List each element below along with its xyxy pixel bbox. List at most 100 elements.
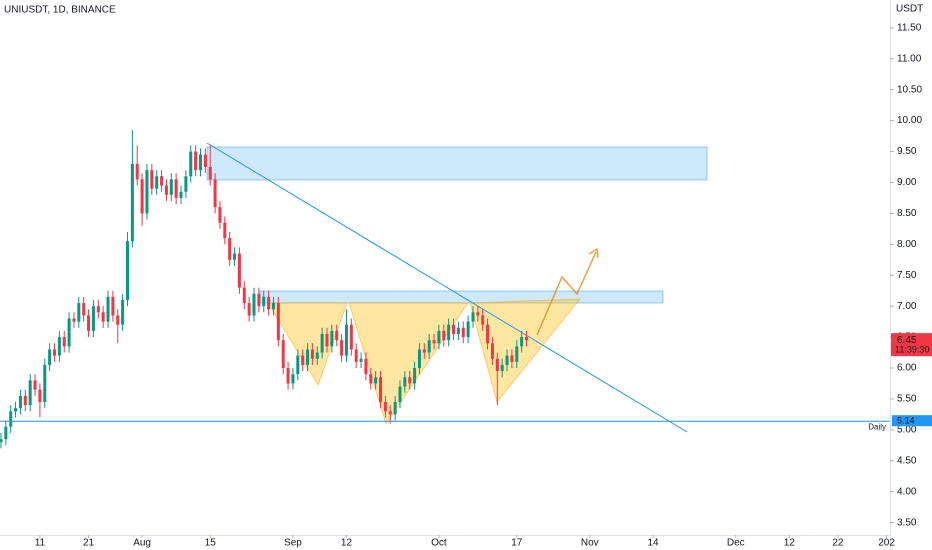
candle-body — [233, 253, 237, 260]
candle-body — [77, 303, 81, 322]
y-tick-label: 3.50 — [897, 517, 917, 528]
candle-body — [28, 380, 32, 406]
y-tick-label: 8.00 — [897, 239, 917, 250]
candle-body — [160, 176, 164, 186]
candle-body — [291, 374, 295, 384]
x-tick-label: 12 — [784, 538, 796, 549]
chart-title: UNIUSDT, 1D, BINANCE — [4, 5, 116, 16]
candle-body — [296, 355, 300, 375]
y-tick-label: 6.00 — [897, 363, 917, 374]
candle-body — [271, 303, 275, 310]
candle-body — [121, 299, 125, 325]
candle-body — [213, 179, 217, 208]
candle-body — [208, 166, 212, 180]
candle-body — [150, 170, 154, 189]
candle-body — [43, 364, 47, 403]
level-name: Daily — [868, 422, 886, 431]
candle-body — [38, 389, 42, 403]
x-tick-label: Oct — [431, 538, 447, 549]
candle-body — [184, 176, 188, 192]
candle-body — [57, 337, 61, 356]
candle-body — [14, 408, 18, 412]
candle-body — [257, 293, 261, 307]
y-tick-label: 10.00 — [897, 115, 922, 126]
trend-line — [206, 142, 688, 433]
last-price-tag — [891, 333, 932, 357]
candle-body — [481, 315, 485, 325]
candle-body — [286, 368, 290, 384]
candle-body — [169, 179, 173, 195]
y-tick-label: 7.00 — [897, 301, 917, 312]
candle-body — [359, 358, 363, 362]
candle-body — [476, 312, 480, 316]
candle-body — [330, 330, 334, 347]
candle-body — [408, 377, 412, 384]
candle-body — [125, 241, 129, 300]
candle-body — [520, 337, 524, 347]
y-tick-label: 4.50 — [897, 455, 917, 466]
candle-body — [174, 179, 178, 198]
candle-body — [301, 355, 305, 365]
candle-body — [471, 312, 475, 322]
y-tick-label: 11.00 — [897, 53, 922, 64]
level-tag — [892, 415, 932, 427]
candle-body — [179, 191, 183, 198]
x-tick-label: Sep — [284, 538, 302, 549]
candle-body — [417, 349, 421, 369]
candle-body — [413, 368, 417, 384]
x-tick-label: Aug — [133, 538, 151, 549]
candle-body — [228, 238, 232, 260]
candle-body — [23, 395, 27, 406]
candle-body — [130, 163, 134, 242]
candle-body — [140, 179, 144, 214]
candle-body — [340, 340, 344, 356]
x-tick-label: 15 — [205, 538, 217, 549]
candle-body — [393, 402, 397, 415]
candle-body — [398, 386, 402, 403]
candle-body — [349, 324, 353, 350]
candle-body — [33, 380, 37, 390]
candle-body — [164, 185, 168, 195]
candle-body — [96, 306, 100, 313]
y-tick-label: 8.50 — [897, 208, 917, 219]
candle-body — [442, 330, 446, 341]
y-tick-label: 7.50 — [897, 270, 917, 281]
candle-body — [194, 151, 198, 171]
candle-body — [4, 426, 8, 440]
candle-body — [422, 349, 426, 353]
candle-body — [155, 176, 159, 189]
candle-body — [101, 312, 105, 322]
candle-body — [447, 324, 451, 341]
candle-body — [461, 327, 465, 338]
candle-body — [354, 349, 358, 362]
projection-arrow — [536, 251, 597, 336]
last-price-label: 6.45 — [897, 335, 917, 346]
x-tick-label: 14 — [647, 538, 659, 549]
y-tick-label: 11.50 — [897, 22, 922, 33]
candle-body — [388, 411, 392, 415]
y-tick-label: 9.50 — [897, 146, 917, 157]
candle-body — [189, 151, 193, 177]
candle-body — [325, 333, 329, 347]
candle-body — [62, 337, 66, 347]
candle-body — [344, 324, 348, 356]
x-tick-label: 12 — [341, 538, 353, 549]
candle-body — [67, 318, 71, 347]
x-tick-label: Dec — [727, 538, 745, 549]
arrow-head — [588, 247, 599, 259]
candle-body — [403, 377, 407, 387]
candle-body — [198, 154, 202, 171]
candle-body — [310, 349, 314, 359]
x-tick-label: 11 — [35, 538, 46, 549]
overlay: 3.504.004.505.005.506.006.507.007.508.00… — [35, 22, 932, 549]
candle-body — [267, 296, 271, 310]
candle-body — [135, 163, 139, 180]
candle-body — [242, 287, 246, 304]
candle-body — [9, 411, 13, 427]
candle-body — [335, 330, 339, 341]
candle-body — [48, 349, 52, 365]
candle-body — [72, 318, 76, 322]
x-tick-label: Nov — [581, 538, 599, 549]
